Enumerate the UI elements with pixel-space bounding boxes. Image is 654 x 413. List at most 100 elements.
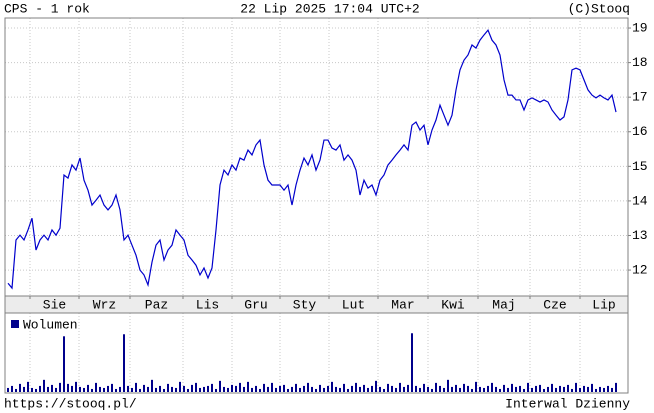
volume-bar	[411, 333, 413, 392]
volume-bar	[575, 382, 577, 392]
x-tick-label: Sty	[293, 297, 317, 312]
volume-bar	[151, 379, 153, 392]
volume-bar	[247, 381, 249, 392]
y-tick-label: 19	[632, 20, 648, 35]
price-frame	[4, 17, 629, 297]
volume-bar	[35, 388, 37, 392]
volume-bar	[163, 388, 165, 392]
volume-bar	[543, 388, 545, 392]
volume-bar	[127, 385, 129, 392]
x-tick-label: Maj	[492, 297, 515, 312]
volume-bar	[63, 336, 65, 392]
volume-bar	[283, 384, 285, 392]
volume-bar	[207, 385, 209, 392]
volume-bar	[323, 387, 325, 392]
x-tick-label: Kwi	[441, 297, 465, 312]
volume-bar	[303, 385, 305, 392]
volume-bar	[199, 387, 201, 392]
volume-bar	[219, 380, 221, 392]
volume-bar	[331, 381, 333, 392]
volume-bar	[139, 388, 141, 392]
x-tick-label: Lut	[342, 297, 365, 312]
volume-bar	[99, 386, 101, 392]
volume-bar	[187, 388, 189, 392]
volume-bar	[211, 383, 213, 392]
volume-bar	[103, 387, 105, 392]
legend-label: Wolumen	[23, 317, 78, 332]
volume-bar	[599, 386, 601, 392]
volume-bar	[527, 382, 529, 392]
volume-bar	[371, 385, 373, 392]
volume-bar	[51, 384, 53, 392]
volume-bar	[451, 386, 453, 392]
volume-bar	[87, 384, 89, 392]
x-tick-label: Gru	[244, 297, 267, 312]
volume-bar	[251, 387, 253, 392]
volume-bar	[351, 385, 353, 392]
volume-bar	[607, 385, 609, 392]
volume-bar	[255, 385, 257, 392]
x-tick-label: Sie	[43, 297, 66, 312]
volume-bar	[31, 387, 33, 392]
volume-bar	[355, 382, 357, 392]
chart-subtitle: 22 Lip 2025 17:04 UTC+2	[240, 1, 419, 16]
x-axis-strip	[5, 296, 628, 313]
volume-bar	[171, 386, 173, 392]
volume-bar	[59, 382, 61, 392]
y-tick-label: 14	[632, 193, 648, 208]
volume-bar	[119, 386, 121, 392]
volume-bar	[415, 385, 417, 392]
volume-bar	[347, 388, 349, 392]
x-tick-label: Cze	[543, 297, 566, 312]
volume-bar	[487, 385, 489, 392]
volume-bar	[143, 384, 145, 392]
volume-bar	[515, 386, 517, 392]
volume-bar	[123, 334, 125, 392]
y-tick-label: 16	[632, 124, 648, 139]
volume-bar	[491, 382, 493, 392]
volume-bar	[311, 386, 313, 392]
volume-bar	[471, 388, 473, 392]
volume-bar	[467, 385, 469, 392]
source-label: (C)Stooq	[568, 1, 630, 16]
y-tick-label: 12	[632, 263, 648, 278]
volume-bar	[511, 383, 513, 392]
volume-bar	[499, 388, 501, 392]
volume-bar	[435, 382, 437, 392]
volume-bar	[579, 387, 581, 392]
volume-bar	[287, 388, 289, 392]
volume-bar	[387, 383, 389, 392]
volume-bar	[79, 386, 81, 392]
volume-bar	[403, 386, 405, 392]
x-tick-label: Mar	[391, 297, 414, 312]
volume-bar	[19, 383, 21, 392]
volume-bar	[179, 381, 181, 392]
volume-bar	[479, 386, 481, 392]
volume-bar	[343, 383, 345, 392]
volume-bar	[147, 386, 149, 392]
volume-bar	[399, 382, 401, 392]
volume-bar	[223, 386, 225, 392]
volume-bar	[307, 382, 309, 392]
volume-bar	[555, 387, 557, 392]
volume-bar	[439, 385, 441, 392]
volume-bar	[523, 388, 525, 392]
volume-bar	[447, 379, 449, 392]
x-tick-label: Lis	[196, 297, 219, 312]
volume-bar	[243, 386, 245, 392]
volume-bar	[7, 387, 9, 392]
volume-bar	[39, 385, 41, 392]
volume-bar	[295, 383, 297, 392]
volume-bar	[235, 385, 237, 392]
volume-bar	[315, 388, 317, 392]
volume-bar	[75, 381, 77, 392]
volume-bar	[291, 386, 293, 392]
volume-bar	[319, 384, 321, 392]
volume-bar	[547, 386, 549, 392]
y-tick-label: 13	[632, 228, 648, 243]
url-label: https://stooq.pl/	[4, 396, 137, 411]
volume-bar	[407, 384, 409, 392]
volume-bar	[475, 381, 477, 392]
x-tick-label: Paz	[145, 297, 168, 312]
volume-bar	[539, 384, 541, 392]
